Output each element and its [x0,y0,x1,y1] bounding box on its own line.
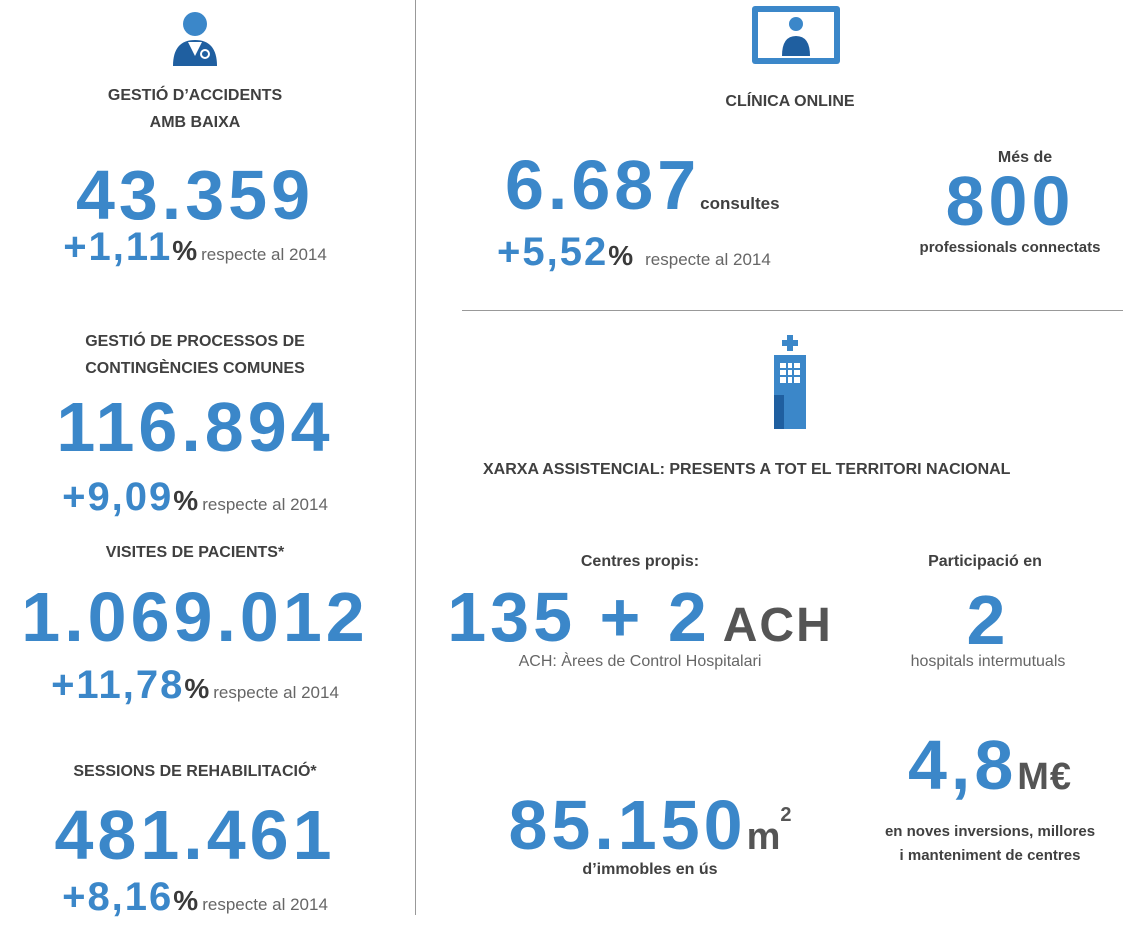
item-value: 116.894 [56,388,334,466]
change-value: +11,78 [51,663,185,707]
change-value: +9,09 [62,475,174,519]
item-value: 481.461 [54,796,336,874]
area-note: d’immobles en ús [582,861,718,878]
change-note: respecte al 2014 [202,895,328,914]
change-note: respecte al 2014 [213,683,339,702]
investment-row: 4,8M€ [880,730,1100,812]
investment-note-2: i manteniment de centres [899,847,1081,864]
change-unit: % [184,673,210,704]
centres-note: ACH: Àrees de Control Hospitalari [518,653,762,670]
item-change: +11,78% respecte al 2014 [0,663,390,716]
item-title: GESTIÓ DE PROCESSOS DE [85,333,305,350]
consultations-unit: consultes [700,194,780,213]
item-value: 43.359 [75,156,315,234]
area-value: 85.150 [508,786,747,864]
doctor-icon [173,12,217,66]
hospital-icon [774,335,806,429]
professionals-label: professionals connectats [919,239,1101,256]
investment-value: 4,8 [907,726,1018,804]
change-unit: % [608,240,634,271]
item-title: VISITES DE PACIENTS* [105,544,285,561]
investment-unit: M€ [1017,756,1073,798]
participation-value: 2 [966,581,1010,659]
centres-label: Centres propis: [580,553,700,570]
item-change: +9,09% respecte al 2014 [0,475,390,528]
clinic-title: CLÍNICA ONLINE [725,93,855,110]
change-value: +8,16 [62,875,174,919]
change-note: respecte al 2014 [202,495,328,514]
participation-label: Participació en [928,553,1042,570]
change-unit: % [172,235,198,266]
item-title: GESTIÓ D’ACCIDENTS [107,87,283,104]
item-title: AMB BAIXA [149,114,241,131]
item-title: CONTINGÈNCIES COMUNES [85,360,305,377]
area-unit: m [746,816,781,858]
change-unit: % [173,885,199,916]
change-unit: % [173,485,199,516]
area-row: 85.150m2 [490,790,810,872]
consultations-value: 6.687 [505,146,701,224]
monitor-icon [752,6,840,64]
consultations-change: +5,52% respecte al 2014 [497,230,771,283]
item-change: +8,16% respecte al 2014 [0,875,390,928]
change-value: +1,11 [63,225,173,269]
centres-value-row: 135 + 2 ACH [440,582,840,661]
item-value: 1.069.012 [21,578,369,656]
column-divider [415,0,416,915]
change-value: +5,52 [497,230,609,274]
section-divider [462,310,1123,311]
centres-unit: ACH [722,599,833,652]
professionals-pre: Més de [997,149,1053,166]
change-note: respecte al 2014 [645,250,771,269]
item-change: +1,11% respecte al 2014 [0,225,390,278]
centres-value: 135 + 2 [447,578,711,656]
change-note: respecte al 2014 [201,245,327,264]
consultations: 6.687consultes [505,150,780,220]
item-title: SESSIONS DE REHABILITACIÓ* [73,763,317,780]
participation-note: hospitals intermutuals [910,653,1066,670]
professionals-value: 800 [945,162,1075,240]
investment-note-1: en noves inversions, millores [884,823,1096,840]
area-sup: 2 [780,804,792,826]
network-title: XARXA ASSISTENCIAL: PRESENTS A TOT EL TE… [483,461,1011,478]
